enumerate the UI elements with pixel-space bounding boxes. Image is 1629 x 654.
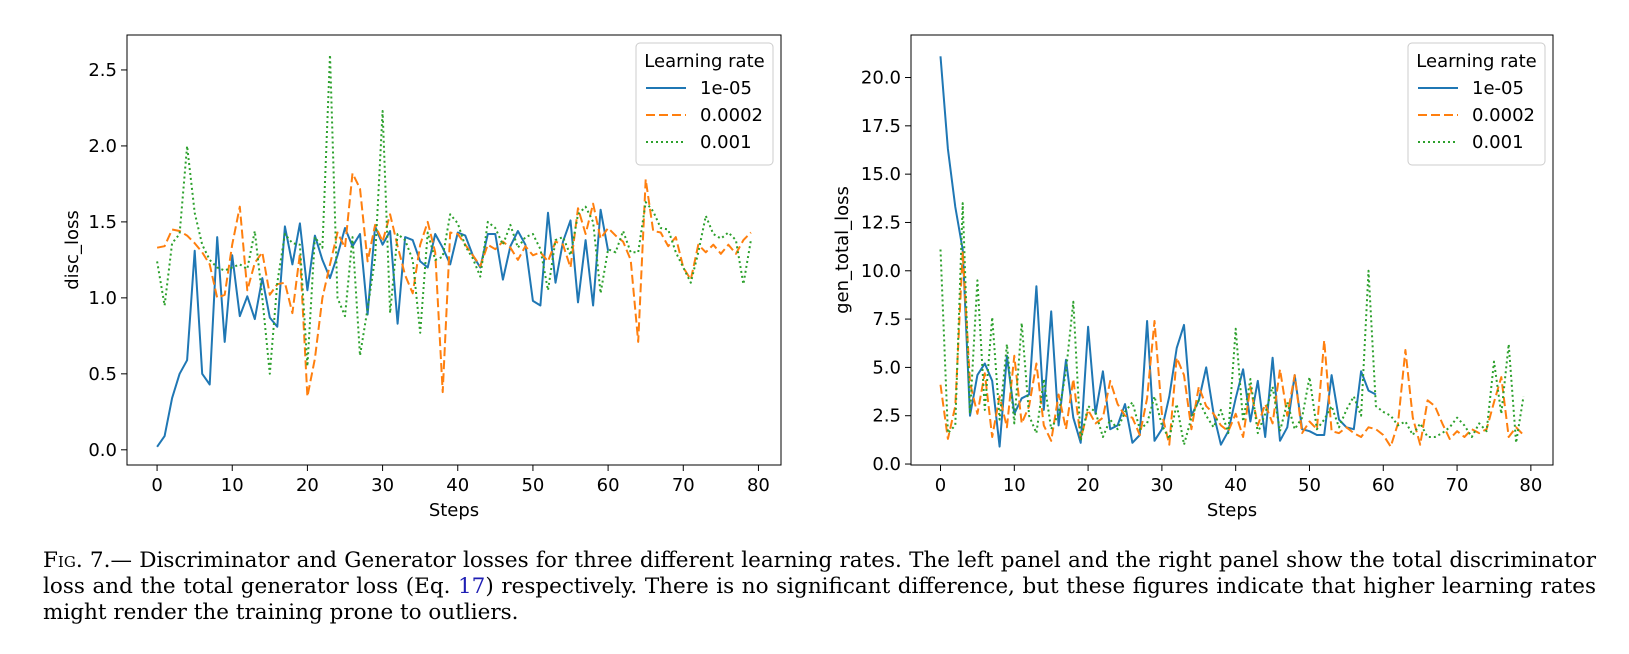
y-tick-label: 2.0 — [88, 136, 117, 157]
legend-entry-label: 0.001 — [700, 132, 752, 153]
legend-title: Learning rate — [644, 51, 764, 72]
figure: 0 10 20 30 40 50 60 70 80 0.0 0.5 1.0 1.5 2.0 2.5 Steps… — [62, 34, 1554, 521]
x-tick-label: 30 — [1150, 475, 1173, 496]
equation-reference-link[interactable]: 17 — [458, 574, 486, 599]
x-tick-label: 50 — [1298, 475, 1321, 496]
series-line-0_0002 — [939, 250, 1525, 448]
figure-caption: Fig. 7.— Discriminator and Generator los… — [43, 548, 1596, 626]
x-tick-label: 40 — [1224, 475, 1247, 496]
x-tick-label: 30 — [371, 475, 394, 496]
caption-text-after-ref: ) respectively. There is no significant … — [43, 574, 1596, 625]
series-line-0_0002 — [156, 172, 752, 398]
y-tick-label: 10.0 — [861, 261, 901, 282]
axes-frame — [126, 34, 782, 466]
legend-entry-label: 1e-05 — [700, 78, 752, 99]
axes-frame — [910, 34, 1554, 466]
legend-entry-label: 0.001 — [1472, 132, 1524, 153]
x-tick-label: 80 — [747, 475, 770, 496]
x-axis-label: Steps — [1207, 500, 1257, 521]
legend-title: Learning rate — [1416, 51, 1536, 72]
legend-box — [1407, 42, 1546, 166]
series-line-0_001 — [156, 53, 752, 375]
y-axis-label: disc_loss — [62, 210, 83, 289]
series-line-1e-05 — [156, 208, 610, 448]
right-panel-gen-total-loss: 0 10 20 30 40 50 60 70 80 0.0 2.5 5.0 7.5 10.0 12.5 15.… — [832, 34, 1554, 521]
y-tick-label: 20.0 — [861, 68, 901, 89]
y-tick-label: 15.0 — [861, 164, 901, 185]
x-tick-label: 20 — [1077, 475, 1100, 496]
y-tick-label: 2.5 — [88, 60, 117, 81]
x-tick-label: 60 — [597, 475, 620, 496]
x-tick-label: 60 — [1372, 475, 1395, 496]
legend: Learning rate 1e-05 0.0002 0.001 — [635, 42, 774, 166]
x-tick-label: 70 — [672, 475, 695, 496]
legend-entry-label: 0.0002 — [1472, 105, 1535, 126]
y-tick-label: 2.5 — [872, 406, 901, 427]
y-tick-label: 0.0 — [872, 454, 901, 475]
x-axis-label: Steps — [429, 500, 479, 521]
y-tick-label: 17.5 — [861, 116, 901, 137]
caption-label: Fig. 7. — [43, 548, 111, 573]
x-tick-label: 20 — [296, 475, 319, 496]
y-axis-label: gen_total_loss — [832, 186, 853, 314]
y-tick-label: 12.5 — [861, 212, 901, 233]
legend-entry-label: 1e-05 — [1472, 78, 1524, 99]
x-tick-label: 50 — [521, 475, 544, 496]
x-tick-label: 40 — [446, 475, 469, 496]
x-tick-label: 10 — [1003, 475, 1026, 496]
series-line-1e-05 — [939, 56, 1377, 448]
x-tick-label: 10 — [221, 475, 244, 496]
x-tick-label: 80 — [1519, 475, 1542, 496]
legend: Learning rate 1e-05 0.0002 0.001 — [1407, 42, 1546, 166]
series-line-0_001 — [939, 202, 1525, 446]
y-tick-label: 7.5 — [872, 309, 901, 330]
legend-entry-label: 0.0002 — [700, 105, 763, 126]
legend-box — [635, 42, 774, 166]
y-tick-label: 1.5 — [88, 212, 117, 233]
y-tick-label: 0.5 — [88, 364, 117, 385]
y-tick-label: 1.0 — [88, 288, 117, 309]
left-panel-disc-loss: 0 10 20 30 40 50 60 70 80 0.0 0.5 1.0 1.5 2.0 2.5 Steps… — [62, 34, 782, 521]
x-tick-label: 0 — [151, 475, 162, 496]
x-tick-label: 0 — [935, 475, 946, 496]
y-tick-label: 5.0 — [872, 357, 901, 378]
x-tick-label: 70 — [1446, 475, 1469, 496]
caption-text-before-ref: — Discriminator and Generator losses for… — [43, 548, 1596, 599]
y-tick-label: 0.0 — [88, 440, 117, 461]
